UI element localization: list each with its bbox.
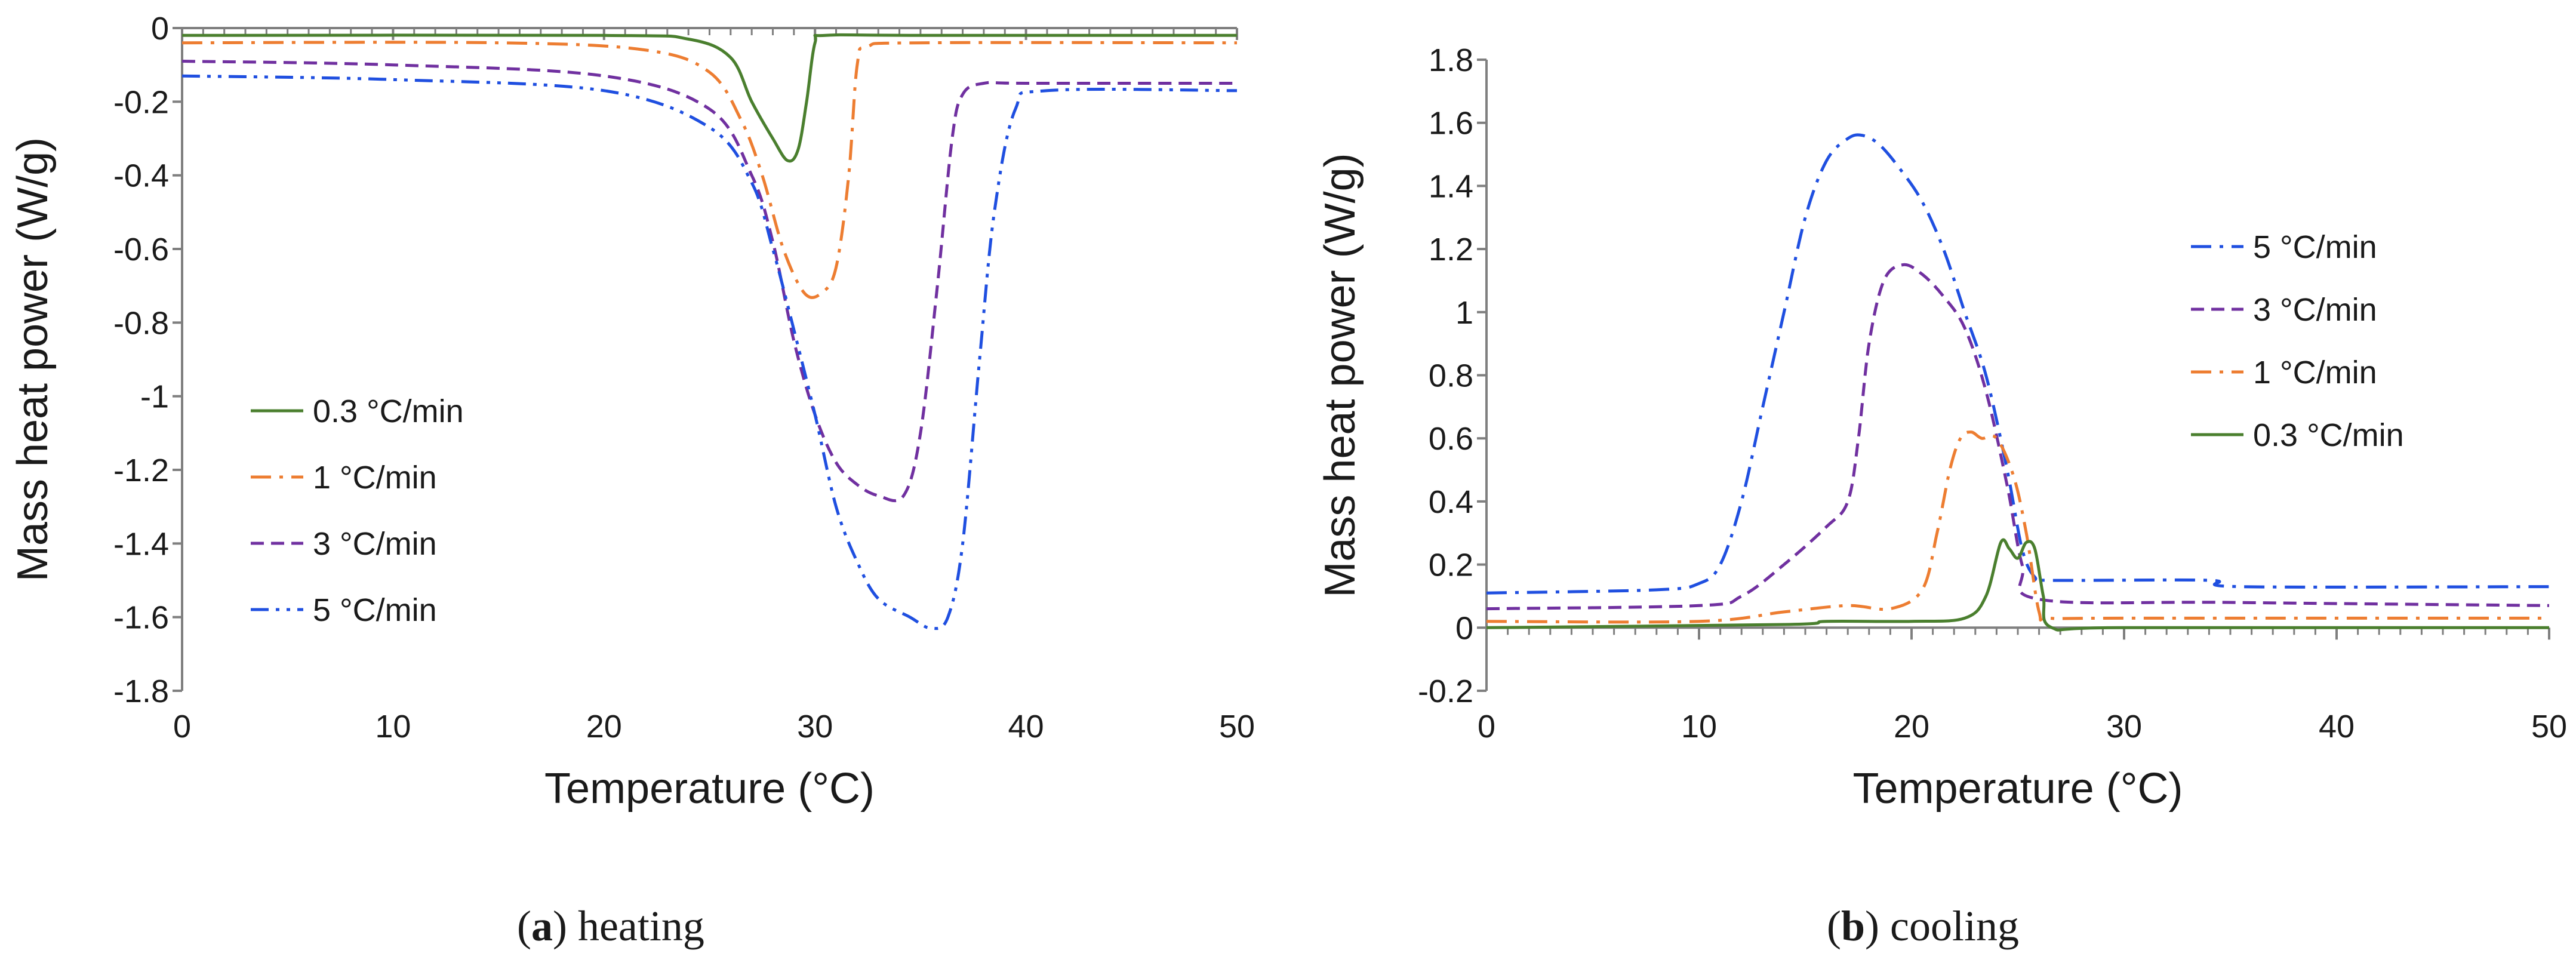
series-line-1-C-min bbox=[181, 41, 1238, 299]
caption-letter-b: b bbox=[1841, 902, 1866, 950]
legend-label: 3 °C/min bbox=[313, 526, 437, 562]
x-axis-label: Temperature (°C) bbox=[544, 765, 875, 813]
x-tick-label: 30 bbox=[2106, 709, 2142, 745]
y-tick-label: 1.4 bbox=[1429, 168, 1473, 204]
legend-label: 1 °C/min bbox=[2253, 355, 2377, 390]
x-tick-label: 50 bbox=[2531, 709, 2567, 745]
y-tick-label: -0.4 bbox=[113, 158, 169, 194]
x-tick-label: 20 bbox=[1894, 709, 1929, 745]
x-tick-label: 10 bbox=[375, 709, 411, 745]
y-tick-label: 1.2 bbox=[1429, 232, 1473, 267]
x-tick-label: 40 bbox=[1008, 709, 1044, 745]
y-tick-label: -0.6 bbox=[113, 232, 169, 267]
y-tick-label: 0.4 bbox=[1429, 484, 1473, 520]
y-tick-label: -0.8 bbox=[113, 305, 169, 341]
caption-letter-a: a bbox=[531, 902, 553, 950]
legend-label: 1 °C/min bbox=[313, 460, 437, 496]
caption-heating: (a) heating bbox=[517, 902, 704, 950]
legend-label: 5 °C/min bbox=[313, 592, 437, 628]
y-tick-label: 1.6 bbox=[1429, 106, 1473, 141]
series-line-3-C-min bbox=[1486, 263, 2550, 611]
series-line-3-C-min bbox=[181, 60, 1237, 503]
legend-label: 5 °C/min bbox=[2253, 229, 2377, 265]
x-tick-label: 40 bbox=[2319, 709, 2355, 745]
y-axis-label: Mass heat power (W/g) bbox=[9, 137, 57, 582]
series-line-5-C-min bbox=[181, 74, 1238, 630]
series-line-0-3-C-min bbox=[1486, 538, 2549, 632]
y-tick-label: 0.6 bbox=[1429, 421, 1473, 457]
x-tick-label: 10 bbox=[1681, 709, 1717, 745]
y-tick-label: -0.2 bbox=[1418, 673, 1473, 709]
y-tick-label: -1.2 bbox=[113, 453, 169, 488]
y-tick-label: 0.8 bbox=[1429, 358, 1473, 394]
y-tick-label: 0 bbox=[151, 11, 169, 47]
caption-text-b: cooling bbox=[1890, 902, 2019, 950]
y-tick-label: 1 bbox=[1455, 295, 1473, 331]
y-tick-label: -1.8 bbox=[113, 673, 169, 709]
legend-label: 0.3 °C/min bbox=[313, 393, 464, 429]
y-axis-label: Mass heat power (W/g) bbox=[1316, 153, 1364, 597]
legend-label: 3 °C/min bbox=[2253, 292, 2377, 328]
legend-label: 0.3 °C/min bbox=[2253, 417, 2404, 453]
y-tick-label: 1.8 bbox=[1429, 42, 1473, 78]
x-tick-label: 20 bbox=[586, 709, 622, 745]
series-line-1-C-min bbox=[1486, 430, 2549, 624]
series-line-0-3-C-min bbox=[181, 33, 1237, 163]
caption-text-a: heating bbox=[577, 902, 704, 950]
y-tick-label: 0 bbox=[1455, 610, 1473, 646]
chart-heating: 0-0.2-0.4-0.6-0.8-1-1.2-1.4-1.6-1.80 10 20… bbox=[9, 11, 1255, 813]
y-tick-label: -1.4 bbox=[113, 526, 169, 562]
x-tick-label: 0 bbox=[1478, 709, 1495, 745]
chart-cooling: 1.81.61.41.210.80.60.40.20-0.20 10 20 30 40 5… bbox=[1316, 42, 2567, 813]
x-axis-label: Temperature (°C) bbox=[1853, 765, 2183, 813]
x-tick-label: 30 bbox=[797, 709, 833, 745]
x-tick-label: 50 bbox=[1219, 709, 1255, 745]
y-tick-label: -1.6 bbox=[113, 600, 169, 636]
caption-cooling: (b) cooling bbox=[1827, 902, 2019, 950]
y-tick-label: 0.2 bbox=[1429, 547, 1473, 583]
y-tick-label: -0.2 bbox=[113, 84, 169, 120]
series-line-5-C-min bbox=[1486, 133, 2550, 595]
y-tick-label: -1 bbox=[140, 379, 169, 415]
x-tick-label: 0 bbox=[173, 709, 191, 745]
